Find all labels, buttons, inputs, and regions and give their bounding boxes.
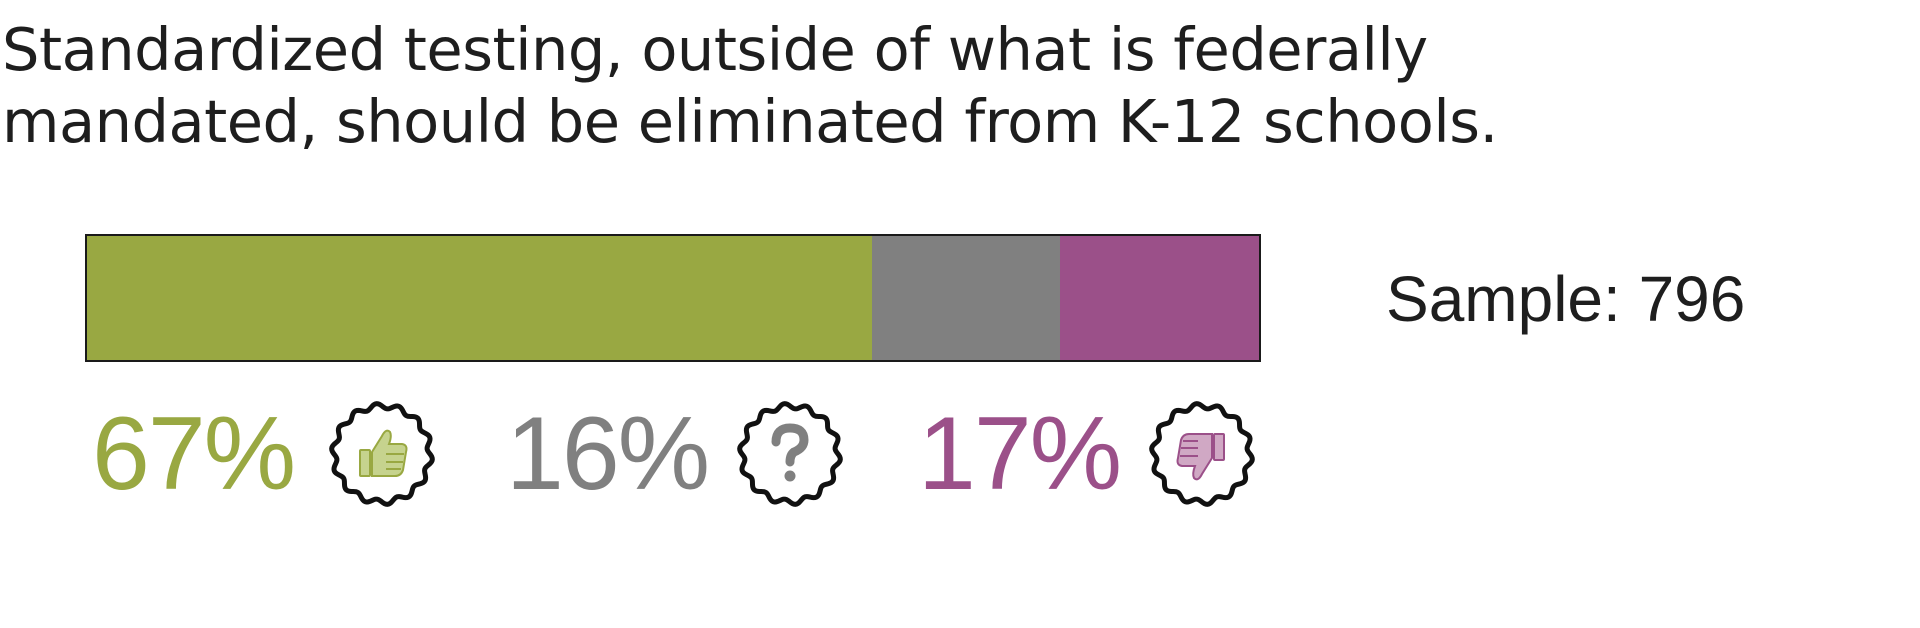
thumbs-up-icon: [326, 398, 438, 510]
agree-percentage: 67%: [92, 396, 296, 512]
thumbs-down-icon: [1146, 398, 1258, 510]
question-line-2: mandated, should be eliminated from K-12…: [2, 87, 1498, 156]
question-text: Standardized testing, outside of what is…: [2, 14, 1562, 158]
bar-segment-disagree: [1059, 236, 1259, 360]
question-line-1: Standardized testing, outside of what is…: [2, 15, 1428, 84]
bar-segment-neutral: [872, 236, 1060, 360]
sample-size: Sample: 796: [1386, 263, 1746, 335]
disagree-percentage: 17%: [918, 396, 1122, 512]
stacked-bar: [85, 234, 1261, 362]
question-mark-icon: [734, 398, 846, 510]
bar-segment-agree: [87, 236, 873, 360]
neutral-percentage: 16%: [506, 396, 710, 512]
